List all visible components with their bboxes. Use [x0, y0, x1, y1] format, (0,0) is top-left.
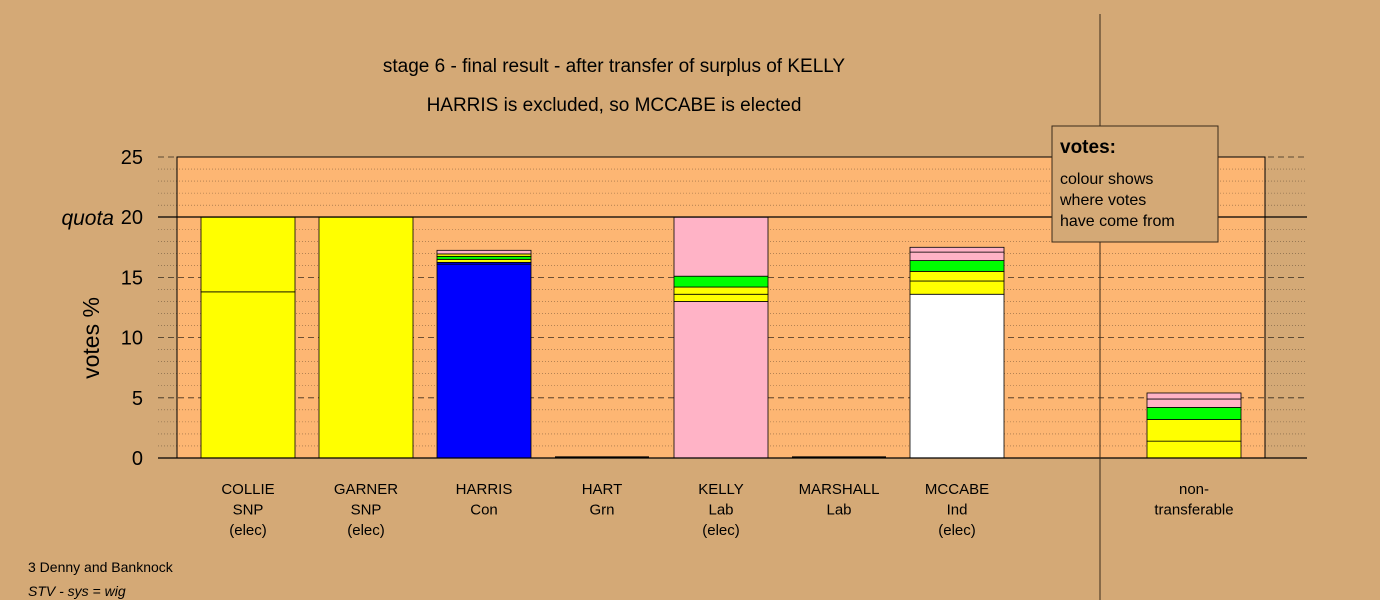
bar-segment [200, 291, 296, 459]
chart-title: stage 6 - final result - after transfer … [383, 56, 846, 77]
bar-segment [436, 258, 532, 263]
category-label: KELLY Lab (elec) [698, 481, 744, 539]
y-tick-label: 25 [121, 147, 143, 169]
x-tick-labels: COLLIE SNP (elec) GARNER SNP (elec) HARRIS Con H… [221, 481, 1233, 539]
bar-segment [909, 260, 1005, 272]
bar-segment [909, 251, 1005, 261]
bar-segment [1146, 407, 1242, 420]
bar-segment [1146, 440, 1242, 459]
bar-segment [1146, 392, 1242, 400]
y-tick-label: 20 [121, 207, 143, 229]
legend-line-2: where votes [1059, 192, 1146, 209]
bar-segment [1146, 398, 1242, 408]
category-label: HARRIS Con [456, 481, 513, 519]
bar-segment [436, 255, 532, 260]
bar-segment [673, 275, 769, 288]
system-note: STV - sys = wig [28, 583, 126, 599]
y-tick-label: 15 [121, 267, 143, 289]
bar-segment [909, 246, 1005, 253]
bar-segment [673, 216, 769, 277]
bar-segment [436, 249, 532, 255]
quota-label: quota [61, 207, 114, 230]
y-axis-label: votes % [78, 297, 104, 379]
bar-segment [909, 270, 1005, 282]
legend-box: votes: colour shows where votes have com… [1051, 125, 1219, 243]
bar-segment [673, 286, 769, 295]
legend-line-1: colour shows [1060, 171, 1153, 188]
category-label: MCCABE Ind (elec) [925, 481, 989, 539]
bar-segment [318, 216, 414, 459]
bar-segment [436, 263, 532, 459]
category-label: MARSHALL Lab [799, 481, 880, 519]
ward-name: 3 Denny and Banknock [28, 559, 174, 575]
y-tick-label: 10 [121, 328, 143, 350]
bar-segment [200, 216, 296, 293]
y-tick-label: 5 [132, 388, 143, 410]
chart-subtitle: HARRIS is excluded, so MCCABE is elected [427, 95, 802, 116]
category-label: non-transferable [1154, 481, 1233, 519]
legend-line-3: have come from [1060, 213, 1175, 230]
bar-segment [909, 280, 1005, 295]
legend-title: votes: [1060, 137, 1116, 158]
bars [200, 216, 1242, 459]
bar-segment [1146, 419, 1242, 442]
category-label: COLLIE SNP (elec) [221, 481, 274, 539]
y-tick-label: 0 [132, 448, 143, 470]
category-label: HART Grn [582, 481, 623, 519]
bar-segment [909, 293, 1005, 459]
category-label: GARNER SNP (elec) [334, 481, 398, 539]
y-tick-labels: 0 5 10 15 20 25 [121, 147, 143, 470]
bar-segment [673, 293, 769, 302]
bar-segment [673, 301, 769, 459]
